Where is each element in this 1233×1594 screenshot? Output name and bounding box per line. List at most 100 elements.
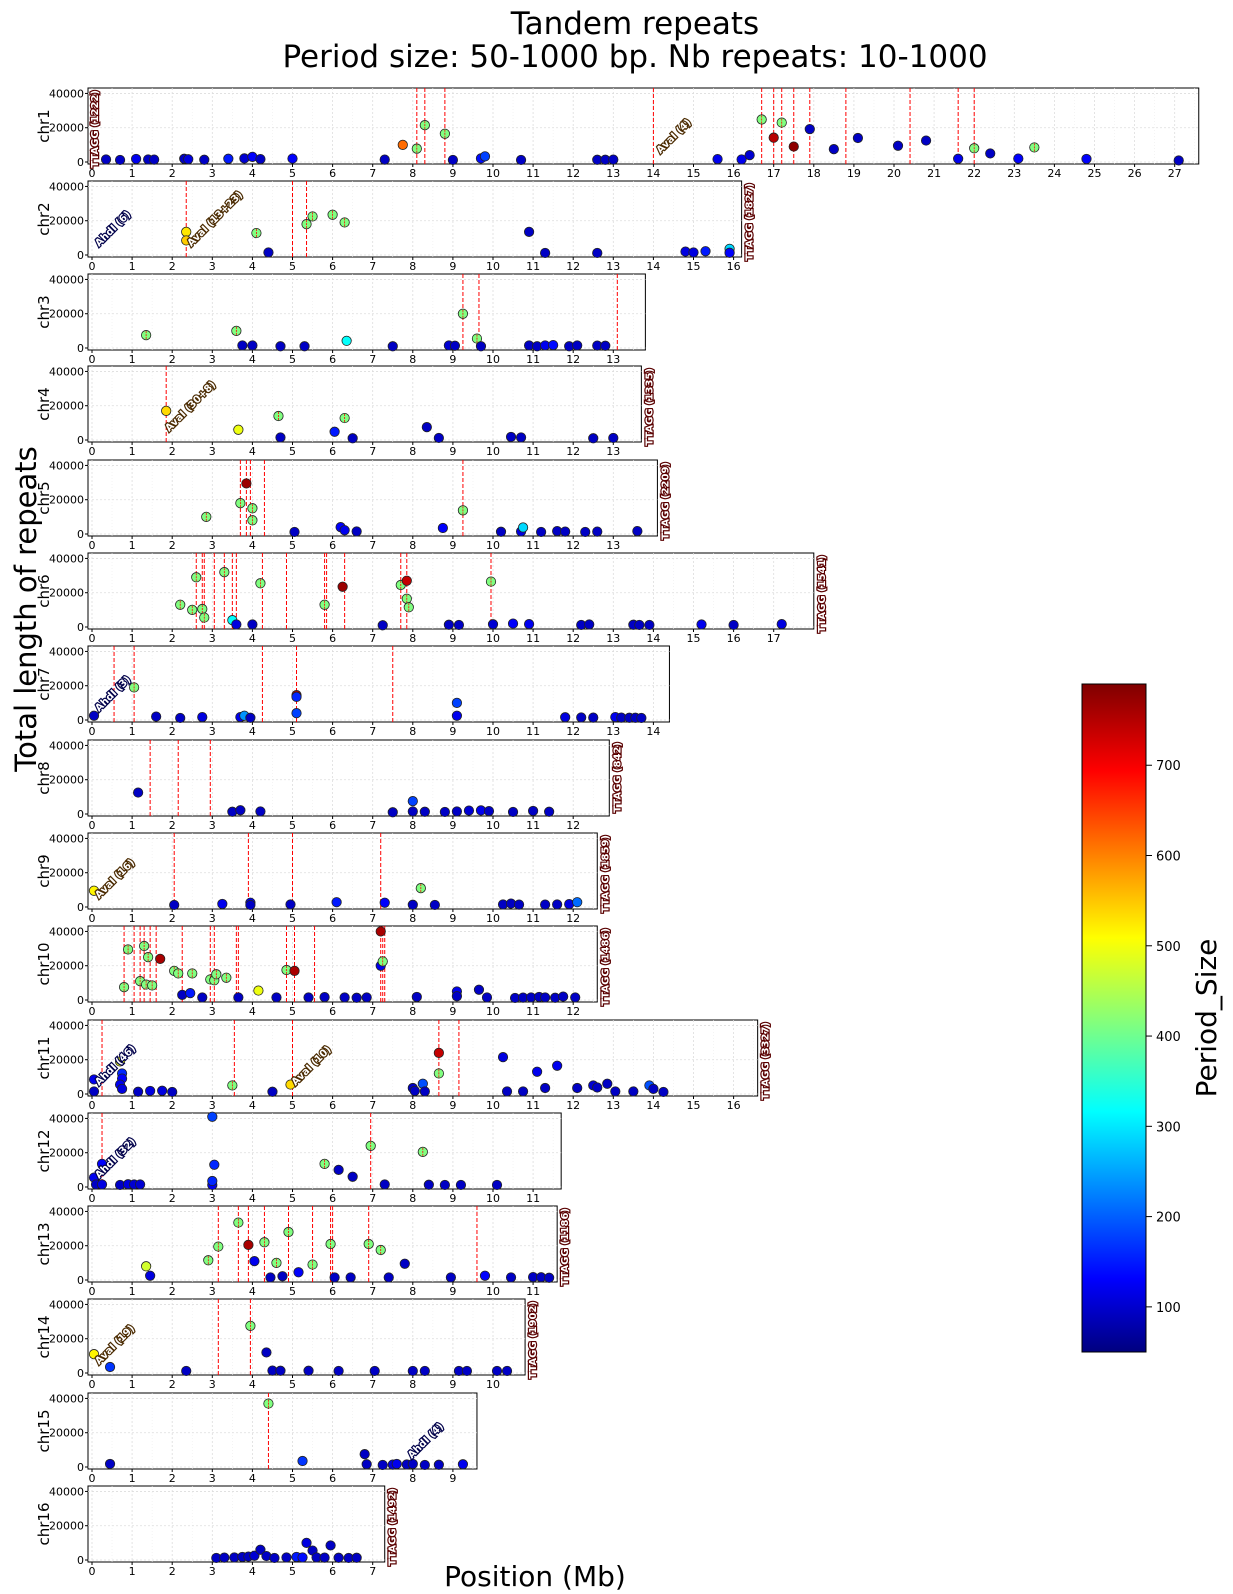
x-tick-label: 11 bbox=[526, 353, 540, 366]
panel-frame bbox=[87, 180, 743, 258]
repeat-point bbox=[736, 154, 747, 165]
repeat-point bbox=[576, 712, 587, 723]
repeat-point bbox=[345, 1272, 356, 1283]
repeat-point bbox=[161, 405, 172, 416]
repeat-point bbox=[461, 1365, 473, 1377]
repeat-point bbox=[517, 1086, 529, 1097]
x-tick-label: 4 bbox=[249, 1472, 256, 1485]
repeat-point bbox=[209, 1159, 220, 1170]
chromosome-label: chr7 bbox=[35, 667, 53, 700]
x-tick-label: 1 bbox=[129, 353, 136, 366]
repeat-point bbox=[608, 154, 619, 165]
repeat-point bbox=[303, 1365, 314, 1376]
repeat-point bbox=[572, 340, 583, 351]
repeat-point bbox=[291, 708, 302, 719]
repeat-point bbox=[437, 522, 448, 534]
repeat-point bbox=[536, 526, 547, 538]
x-tick-label: 1 bbox=[129, 912, 136, 925]
x-tick-label: 1 bbox=[129, 1285, 136, 1298]
repeat-point bbox=[88, 885, 100, 896]
colorbar-gradient bbox=[1081, 683, 1147, 1353]
repeat-point bbox=[419, 1086, 430, 1097]
x-tick-label: 8 bbox=[409, 353, 416, 366]
x-tick-label: 6 bbox=[329, 260, 336, 273]
x-tick-label: 3 bbox=[209, 1192, 216, 1205]
repeat-point bbox=[247, 619, 258, 630]
repeat-point bbox=[439, 1179, 450, 1191]
x-tick-label: 8 bbox=[409, 260, 416, 273]
x-tick-label: 9 bbox=[449, 1285, 456, 1298]
x-tick-label: 11 bbox=[526, 539, 540, 552]
y-tick-label: 20000 bbox=[49, 1054, 84, 1067]
x-tick-label: 9 bbox=[449, 632, 456, 645]
repeat-point bbox=[447, 154, 458, 166]
repeat-point bbox=[377, 1459, 388, 1471]
repeat-point bbox=[600, 340, 611, 351]
x-tick-label: 7 bbox=[369, 725, 376, 738]
repeat-point bbox=[527, 805, 539, 817]
y-tick-label: 20000 bbox=[49, 774, 84, 787]
repeat-point bbox=[233, 424, 244, 435]
x-tick-label: 1 bbox=[129, 1005, 136, 1018]
panel-frame bbox=[87, 1392, 478, 1470]
repeat-point bbox=[197, 992, 208, 1003]
repeat-point bbox=[920, 135, 932, 146]
x-tick-label: 15 bbox=[687, 167, 701, 180]
repeat-point bbox=[183, 154, 194, 165]
x-tick-label: 5 bbox=[289, 1565, 296, 1578]
repeat-point bbox=[319, 991, 330, 1003]
x-tick-label: 9 bbox=[449, 819, 456, 832]
x-tick-label: 8 bbox=[409, 1472, 416, 1485]
x-tick-label: 10 bbox=[486, 725, 500, 738]
repeat-point bbox=[700, 246, 711, 257]
repeat-point bbox=[397, 139, 408, 150]
x-tick-label: 9 bbox=[449, 445, 456, 458]
x-tick-label: 6 bbox=[329, 1099, 336, 1112]
repeat-point bbox=[197, 711, 208, 723]
repeat-point bbox=[852, 132, 864, 144]
chromosome-label: chr10 bbox=[35, 942, 53, 985]
x-tick-label: 14 bbox=[646, 260, 660, 273]
repeat-point bbox=[544, 806, 555, 817]
repeat-point bbox=[341, 335, 352, 346]
repeat-point bbox=[333, 1164, 344, 1175]
x-tick-label: 9 bbox=[449, 167, 456, 180]
y-tick-label: 0 bbox=[77, 714, 84, 727]
x-tick-label: 10 bbox=[486, 445, 500, 458]
x-tick-label: 1 bbox=[129, 539, 136, 552]
repeat-point bbox=[570, 992, 581, 1003]
panel-frame bbox=[87, 87, 1200, 165]
repeat-point bbox=[540, 247, 551, 259]
repeat-point bbox=[116, 1083, 128, 1094]
x-tick-label: 22 bbox=[967, 167, 981, 180]
x-tick-label: 0 bbox=[89, 819, 96, 832]
repeat-point bbox=[483, 805, 495, 817]
x-tick-label: 16 bbox=[727, 167, 741, 180]
repeat-point bbox=[237, 340, 248, 351]
repeat-point bbox=[331, 897, 342, 908]
x-tick-label: 6 bbox=[329, 445, 336, 458]
x-tick-label: 7 bbox=[369, 912, 376, 925]
repeat-point bbox=[369, 1365, 380, 1377]
x-tick-label: 13 bbox=[606, 167, 620, 180]
x-tick-label: 7 bbox=[369, 1285, 376, 1298]
repeat-point bbox=[505, 431, 517, 443]
x-tick-label: 14 bbox=[646, 632, 660, 645]
repeat-point bbox=[104, 1361, 116, 1373]
repeat-point bbox=[247, 340, 258, 351]
repeat-point bbox=[96, 1158, 108, 1169]
chart-subtitle: Period size: 50-1000 bp. Nb repeats: 10-… bbox=[282, 39, 987, 75]
repeat-point bbox=[788, 141, 799, 152]
y-tick-label: 20000 bbox=[49, 215, 84, 228]
repeat-point bbox=[131, 153, 142, 165]
repeat-point bbox=[337, 581, 348, 592]
y-tick-label: 0 bbox=[77, 434, 84, 447]
repeat-point bbox=[275, 341, 286, 352]
repeat-point bbox=[339, 525, 350, 536]
x-tick-label: 2 bbox=[169, 260, 176, 273]
repeat-point bbox=[88, 710, 100, 721]
x-tick-label: 4 bbox=[249, 260, 256, 273]
x-tick-label: 4 bbox=[249, 725, 256, 738]
